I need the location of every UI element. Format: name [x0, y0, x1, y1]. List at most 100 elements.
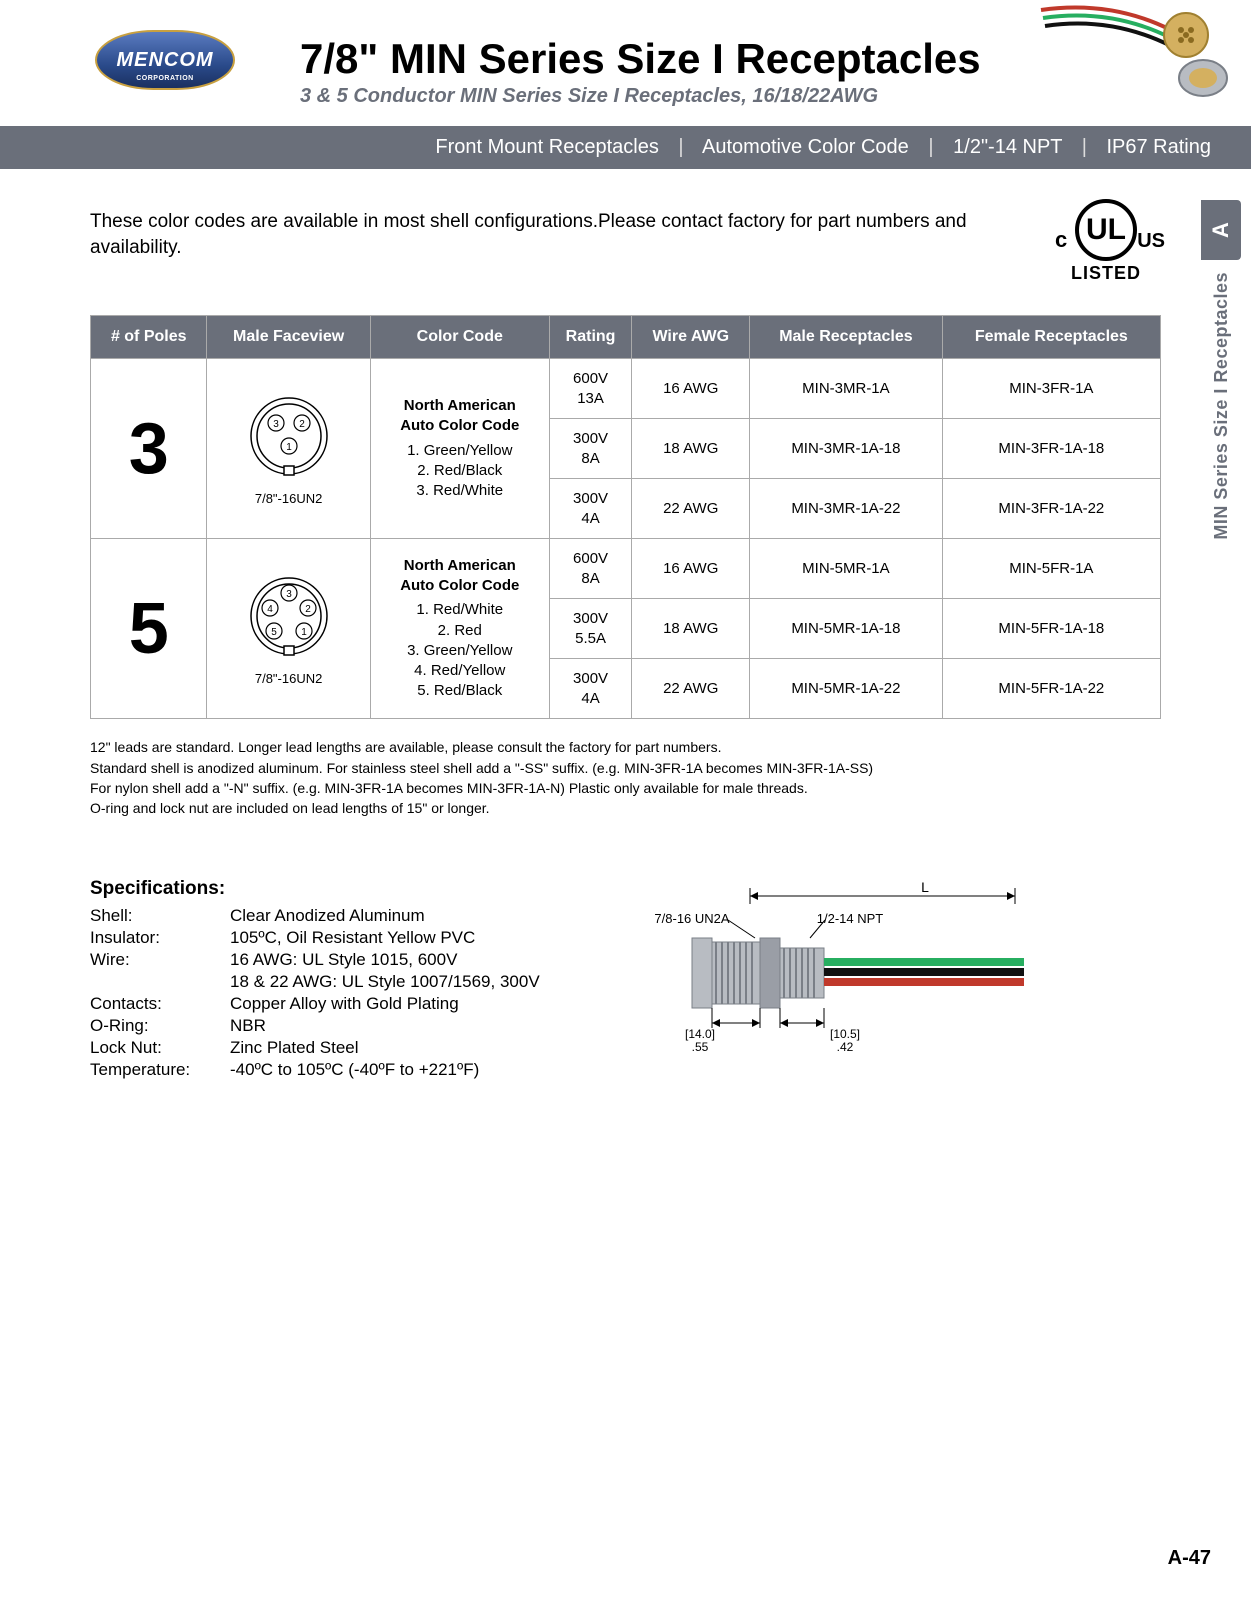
feature-item: 1/2"-14 NPT: [953, 136, 1062, 158]
spec-row: Temperature: -40ºC to 105ºC (-40ºF to +2…: [90, 1060, 540, 1080]
awg-cell: 16 AWG: [632, 539, 750, 599]
female-part: MIN-3FR-1A-22: [942, 479, 1160, 539]
female-part: MIN-5FR-1A-18: [942, 599, 1160, 659]
awg-cell: 18 AWG: [632, 599, 750, 659]
svg-text:4: 4: [267, 604, 273, 615]
spec-value: -40ºC to 105ºC (-40ºF to +221ºF): [230, 1060, 479, 1080]
male-faceview: 3 2 1 7/8"-16UN2: [207, 359, 370, 539]
spec-row: Shell: Clear Anodized Aluminum: [90, 906, 540, 926]
note-line: 12" leads are standard. Longer lead leng…: [90, 737, 1161, 757]
color-code: North AmericanAuto Color Code1. Green/Ye…: [370, 359, 549, 539]
specifications: Specifications: Shell: Clear Anodized Al…: [90, 878, 540, 1083]
svg-text:1: 1: [301, 627, 307, 638]
svg-text:2: 2: [305, 604, 311, 615]
rating-cell: 300V4A: [549, 659, 632, 719]
receptacle-table: # of Poles Male Faceview Color Code Rati…: [90, 315, 1161, 719]
ul-us: US: [1137, 230, 1165, 253]
male-part: MIN-3MR-1A-22: [750, 479, 943, 539]
spec-label: Shell:: [90, 906, 230, 926]
note-line: O-ring and lock nut are included on lead…: [90, 798, 1161, 818]
rating-cell: 600V13A: [549, 359, 632, 419]
awg-cell: 22 AWG: [632, 479, 750, 539]
ul-circle-icon: UL: [1075, 199, 1137, 261]
awg-cell: 22 AWG: [632, 659, 750, 719]
spec-label: Temperature:: [90, 1060, 230, 1080]
rating-cell: 600V8A: [549, 539, 632, 599]
male-part: MIN-5MR-1A-18: [750, 599, 943, 659]
spec-value: Zinc Plated Steel: [230, 1038, 359, 1058]
col-rating: Rating: [549, 316, 632, 359]
col-poles: # of Poles: [91, 316, 207, 359]
dim2-mm: [10.5]: [830, 1027, 860, 1041]
svg-text:1: 1: [286, 442, 292, 453]
spec-value: Clear Anodized Aluminum: [230, 906, 425, 926]
spec-value: 105ºC, Oil Resistant Yellow PVC: [230, 928, 475, 948]
female-part: MIN-5FR-1A-22: [942, 659, 1160, 719]
spec-value: 16 AWG: UL Style 1015, 600V: [230, 950, 457, 970]
col-female: Female Receptacles: [942, 316, 1160, 359]
male-faceview: 3 4 2 5 1 7/8"-16UN2: [207, 539, 370, 719]
specs-heading: Specifications:: [90, 878, 540, 900]
male-part: MIN-5MR-1A: [750, 539, 943, 599]
feature-bar: Front Mount Receptacles | Automotive Col…: [0, 126, 1251, 169]
intro-text: These color codes are available in most …: [90, 209, 970, 260]
dim1-in: .55: [691, 1040, 708, 1054]
page-number: A-47: [1168, 1547, 1211, 1570]
thread1-label: 7/8-16 UN2A: [654, 911, 729, 926]
spec-row: Wire: 16 AWG: UL Style 1015, 600V: [90, 950, 540, 970]
feature-item: IP67 Rating: [1106, 136, 1211, 158]
dim2-in: .42: [836, 1040, 853, 1054]
ul-c: c: [1055, 227, 1067, 253]
product-photo: [1031, 0, 1231, 100]
brand-logo-text: MENCOM: [116, 49, 213, 72]
faceview-icon: 3 4 2 5 1: [244, 571, 334, 661]
table-notes: 12" leads are standard. Longer lead leng…: [90, 737, 1161, 818]
female-part: MIN-3FR-1A-18: [942, 419, 1160, 479]
rating-cell: 300V8A: [549, 419, 632, 479]
svg-text:3: 3: [286, 589, 292, 600]
spec-row: 18 & 22 AWG: UL Style 1007/1569, 300V: [90, 972, 540, 992]
spec-value: 18 & 22 AWG: UL Style 1007/1569, 300V: [230, 972, 540, 992]
dimension-diagram: L 7/8-16 UN2A 1/2-14 NPT: [620, 878, 1161, 1083]
spec-label: Insulator:: [90, 928, 230, 948]
note-line: For nylon shell add a "-N" suffix. (e.g.…: [90, 778, 1161, 798]
spec-value: Copper Alloy with Gold Plating: [230, 994, 459, 1014]
female-part: MIN-3FR-1A: [942, 359, 1160, 419]
ul-text: UL: [1086, 213, 1126, 247]
page-header: MENCOM CORPORATION 7/8" MIN Series Size …: [0, 0, 1251, 169]
faceview-icon: 3 2 1: [244, 391, 334, 481]
spec-label: O-Ring:: [90, 1016, 230, 1036]
svg-text:2: 2: [299, 419, 305, 430]
spec-label: Contacts:: [90, 994, 230, 1014]
male-part: MIN-5MR-1A-22: [750, 659, 943, 719]
spec-label: Lock Nut:: [90, 1038, 230, 1058]
awg-cell: 18 AWG: [632, 419, 750, 479]
awg-cell: 16 AWG: [632, 359, 750, 419]
male-part: MIN-3MR-1A: [750, 359, 943, 419]
spec-row: O-Ring: NBR: [90, 1016, 540, 1036]
feature-item: Automotive Color Code: [702, 136, 909, 158]
color-code: North AmericanAuto Color Code1. Red/Whit…: [370, 539, 549, 719]
spec-row: Lock Nut: Zinc Plated Steel: [90, 1038, 540, 1058]
brand-logo-subtext: CORPORATION: [136, 75, 193, 82]
ul-listed-text: LISTED: [1071, 263, 1141, 284]
svg-text:3: 3: [273, 419, 279, 430]
note-line: Standard shell is anodized aluminum. For…: [90, 758, 1161, 778]
table-row: 5 3 4 2 5 1 7/8"-16UN2North AmericanAuto…: [91, 539, 1161, 599]
dim1-mm: [14.0]: [685, 1027, 715, 1041]
poles-count: 3: [99, 408, 198, 490]
brand-logo: MENCOM CORPORATION: [95, 30, 235, 90]
rating-cell: 300V5.5A: [549, 599, 632, 659]
col-male: Male Receptacles: [750, 316, 943, 359]
spec-label: [90, 972, 230, 992]
col-colorcode: Color Code: [370, 316, 549, 359]
spec-row: Insulator: 105ºC, Oil Resistant Yellow P…: [90, 928, 540, 948]
table-row: 3 3 2 1 7/8"-16UN2North AmericanAuto Col…: [91, 359, 1161, 419]
ul-listed-mark: c UL US LISTED: [1071, 199, 1141, 284]
svg-text:5: 5: [271, 627, 277, 638]
female-part: MIN-5FR-1A: [942, 539, 1160, 599]
dim-L: L: [921, 879, 929, 895]
col-awg: Wire AWG: [632, 316, 750, 359]
thread2-label: 1/2-14 NPT: [816, 911, 883, 926]
poles-count: 5: [99, 588, 198, 670]
